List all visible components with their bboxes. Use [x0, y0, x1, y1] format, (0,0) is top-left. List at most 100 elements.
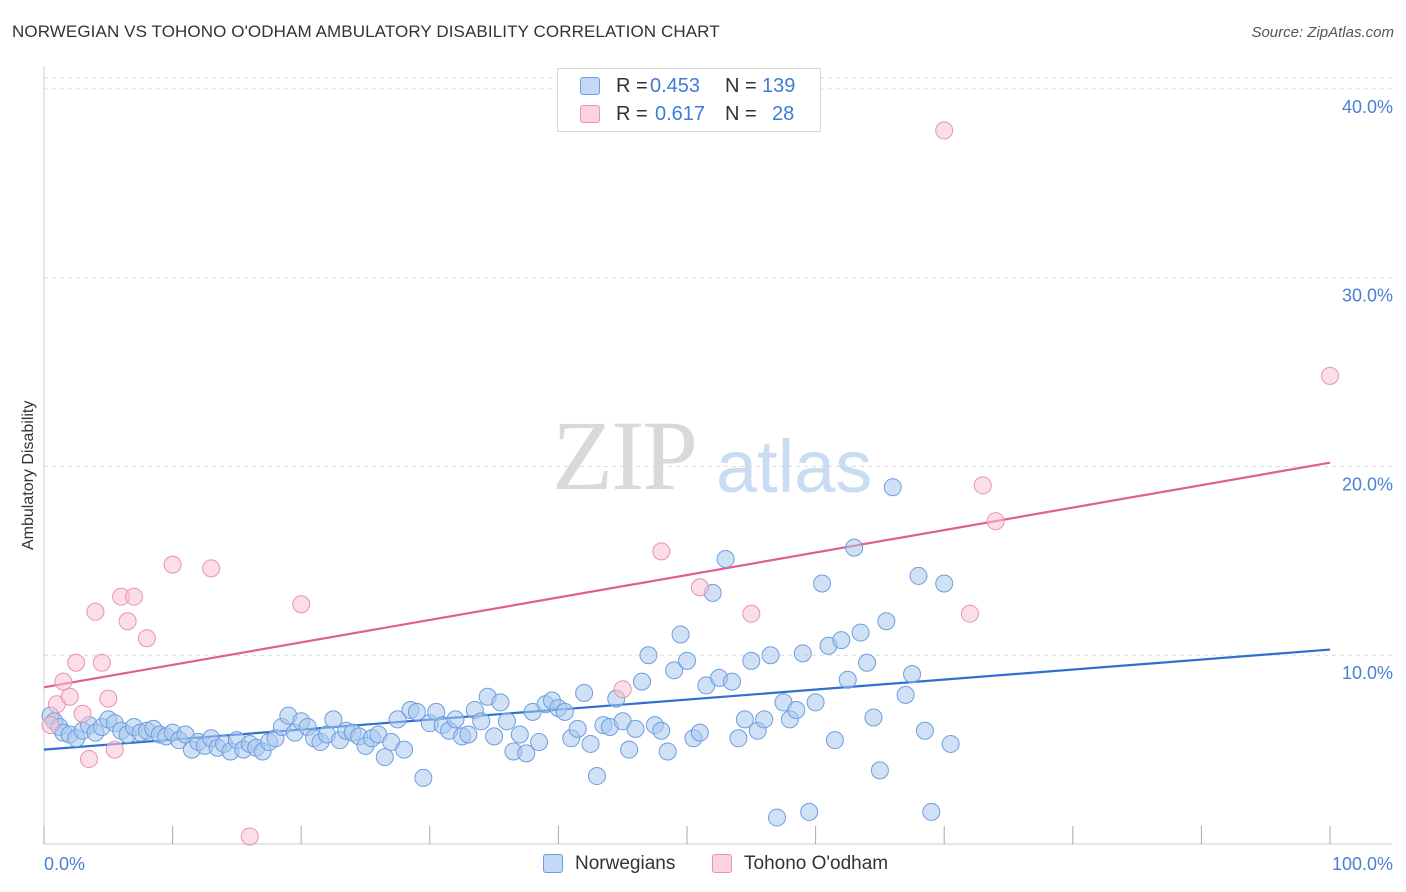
norwegians-point [510, 725, 529, 744]
stats-row-norwegians: R = 0.453 N = 139 [558, 73, 820, 101]
tohono-point [613, 680, 632, 699]
tohono-point [960, 604, 979, 623]
norwegians-point [915, 721, 934, 740]
norwegians-point [896, 685, 915, 704]
trend-lines [43, 461, 1331, 751]
r-value: 0.617 [655, 103, 706, 125]
n-label: N = [725, 103, 757, 125]
tohono-point [240, 827, 259, 846]
norwegians-point [530, 733, 549, 752]
tohono-point [99, 689, 118, 708]
legend-label: Norwegians [575, 853, 676, 874]
norwegians-point [800, 802, 819, 821]
tohono-point [935, 121, 954, 140]
norwegians-point [851, 623, 870, 642]
norwegians-point [864, 708, 883, 727]
y-tick-label: 20.0% [1342, 474, 1393, 494]
norwegians-point [755, 710, 774, 729]
tohono-point [742, 604, 761, 623]
norwegians-point [485, 727, 504, 746]
norwegians-point [632, 672, 651, 691]
blue-swatch [580, 77, 600, 95]
norwegians-point [587, 767, 606, 786]
norwegians-point [620, 740, 639, 759]
norwegians-point [729, 729, 748, 748]
tohono-trend-line [43, 461, 1331, 689]
pink-swatch [580, 105, 600, 123]
chart-title: NORWEGIAN VS TOHONO O'ODHAM AMBULATORY D… [12, 22, 720, 41]
y-tick-label: 30.0% [1342, 286, 1393, 306]
tohono-point [86, 602, 105, 621]
norwegians-point [446, 710, 465, 729]
norwegians-point [626, 719, 645, 738]
tohono-point [118, 612, 137, 631]
r-value: 0.453 [650, 75, 701, 97]
norwegians-point [768, 808, 787, 827]
watermark-zip: ZIP [552, 400, 698, 511]
norwegians-point [575, 683, 594, 702]
norwegians-point [581, 734, 600, 753]
pink-swatch [712, 854, 732, 873]
norwegians-point [324, 710, 343, 729]
norwegians-point [375, 748, 394, 767]
stats-legend: R = 0.453 N = 139 R = 0.617 N = 28 [557, 68, 821, 132]
norwegians-point [555, 702, 574, 721]
norwegians-point [690, 723, 709, 742]
tohono-point [125, 587, 144, 606]
norwegians-point [870, 761, 889, 780]
norwegians-point [941, 734, 960, 753]
tohono-point [292, 595, 311, 614]
norwegians-point [671, 625, 690, 644]
norwegians-point [883, 478, 902, 497]
norwegians-point [787, 700, 806, 719]
tohono-point [1321, 366, 1339, 385]
norwegians-point [568, 719, 587, 738]
norwegians-point [665, 661, 684, 680]
norwegians-point [395, 740, 414, 759]
tohono-point [92, 653, 111, 672]
axes [43, 66, 1392, 845]
norwegians-point [813, 574, 832, 593]
norwegians-point [491, 693, 510, 712]
y-tick-label: 40.0% [1342, 97, 1393, 117]
tohono-point [202, 559, 221, 578]
stats-row-tohono: R = 0.617 N = 28 [558, 101, 820, 129]
tick-labels: 10.0% 20.0% 30.0% 40.0% 0.0% 100.0% [44, 97, 1393, 874]
norwegians-point [639, 646, 658, 665]
norwegians-point [838, 670, 857, 689]
norwegians-point [742, 651, 761, 670]
tohono-point [652, 542, 671, 561]
norwegians-point [407, 702, 426, 721]
norwegians-point [658, 742, 677, 761]
n-value: 28 [772, 103, 795, 125]
norwegians-point [922, 802, 941, 821]
tohono-point [73, 704, 92, 723]
norwegians-point [825, 731, 844, 750]
tohono-point [60, 687, 79, 706]
norwegians-point [877, 612, 896, 631]
norwegians-point [806, 693, 825, 712]
norwegians-point [388, 710, 407, 729]
source-credit: Source: ZipAtlas.com [1251, 24, 1394, 41]
norwegians-point [793, 644, 812, 663]
tohono-point [137, 629, 156, 648]
tohono-point [67, 653, 86, 672]
blue-swatch [543, 854, 563, 873]
norwegians-point [723, 672, 742, 691]
norwegians-point [935, 574, 954, 593]
norwegians-point [716, 549, 735, 568]
norwegians-point [414, 768, 433, 787]
norwegians-point [497, 712, 516, 731]
norwegians-point [517, 744, 536, 763]
x-tick-label: 0.0% [44, 854, 85, 874]
tohono-point [105, 740, 124, 759]
tohono-point [41, 716, 60, 735]
norwegians-point [909, 566, 928, 585]
norwegians-trend-line [43, 648, 1331, 751]
series-legend: Norwegians Tohono O'odham [0, 852, 1406, 878]
norwegians-point [459, 725, 478, 744]
norwegians-point [845, 538, 864, 557]
tohono-point [80, 750, 99, 769]
norwegians-point [735, 710, 754, 729]
